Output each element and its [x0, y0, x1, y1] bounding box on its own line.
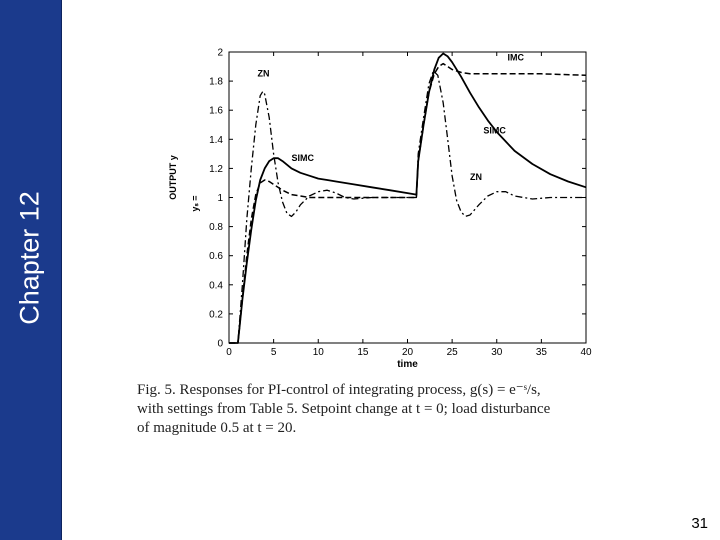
- series-line-zn-2: [229, 70, 586, 344]
- y-tick-label-0: 0: [217, 339, 223, 350]
- x-tick-label-3: 15: [357, 347, 369, 358]
- y-tick-label-7: 1.4: [209, 135, 223, 146]
- y-tick-label-3: 0.6: [209, 251, 223, 262]
- page-number: 31: [691, 515, 708, 532]
- x-tick-label-4: 20: [402, 347, 414, 358]
- caption-line-3: of magnitude 0.5 at t = 20.: [137, 420, 297, 436]
- annotation-label-1: IMC: [507, 53, 524, 63]
- figure-caption: Fig. 5. Responses for PI-control of inte…: [137, 381, 637, 438]
- y-tick-label-2: 0.4: [209, 280, 223, 291]
- x-tick-label-8: 40: [580, 347, 592, 358]
- x-axis-label: time: [397, 359, 418, 370]
- annotation-label-3: SIMC: [291, 153, 314, 163]
- x-tick-label-1: 5: [271, 347, 277, 358]
- annotation-label-4: ZN: [470, 172, 482, 182]
- x-tick-label-6: 30: [491, 347, 503, 358]
- annotation-label-0: ZN: [258, 69, 270, 79]
- x-tick-label-2: 10: [313, 347, 325, 358]
- y-tick-label-10: 2: [217, 48, 223, 59]
- y-tick-label-4: 0.8: [209, 222, 223, 233]
- x-tick-label-0: 0: [226, 347, 232, 358]
- response-chart: 0 5 10 15 20 25 30 35 40 0 0.2 0.4 0.6 0.8 1 1.2 1.4 1.6 1…: [168, 48, 592, 371]
- setpoint-label: yₛ =: [190, 195, 200, 211]
- y-axis-label: OUTPUT y: [168, 155, 178, 200]
- x-tick-label-5: 25: [447, 347, 459, 358]
- y-tick-label-9: 1.8: [209, 77, 223, 88]
- x-tick-label-7: 35: [536, 347, 548, 358]
- caption-line-1: Fig. 5. Responses for PI-control of inte…: [137, 382, 541, 398]
- figure-plot: 0 5 10 15 20 25 30 35 40 0 0.2 0.4 0.6 0.8 1 1.2 1.4 1.6 1…: [164, 40, 600, 371]
- annotation-label-2: SIMC: [483, 125, 506, 135]
- caption-line-2: with settings from Table 5. Setpoint cha…: [137, 401, 551, 417]
- chapter-sidebar: Chapter 12: [0, 0, 62, 540]
- chapter-title: Chapter 12: [14, 191, 45, 325]
- series-line-simc-0: [229, 52, 587, 344]
- y-tick-label-8: 1.6: [209, 106, 223, 117]
- y-tick-label-6: 1.2: [209, 164, 223, 175]
- series-line-imc-1: [229, 62, 587, 344]
- y-tick-label-1: 0.2: [209, 309, 223, 320]
- y-tick-label-5: 1: [217, 193, 223, 204]
